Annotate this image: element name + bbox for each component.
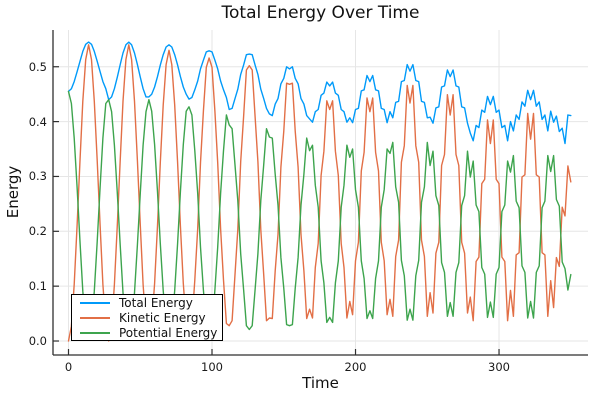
legend-item-potential-energy: Potential Energy: [72, 326, 222, 340]
x-axis-label: Time: [302, 374, 339, 392]
legend-line-swatch: [80, 331, 110, 334]
y-tick-label: 0.2: [28, 224, 47, 239]
x-tick-label: 0: [64, 360, 73, 374]
legend: Total Energy Kinetic Energy Potential Ener…: [71, 294, 223, 341]
x-tick-label: 200: [344, 360, 367, 374]
axes: [52, 30, 588, 356]
legend-item-total-energy: Total Energy: [72, 296, 222, 310]
gridlines: [53, 30, 588, 355]
y-tick-label: 0.0: [28, 334, 47, 348]
y-tick-label: 0.3: [28, 169, 47, 184]
legend-label: Kinetic Energy: [119, 310, 206, 325]
x-tick-label: 100: [201, 360, 223, 374]
legend-item-kinetic-energy: Kinetic Energy: [72, 311, 222, 325]
x-tick-label: 300: [488, 360, 510, 374]
series-line-potential-energy: [67, 90, 572, 339]
series-line-total-energy: [67, 41, 572, 145]
y-tick-label: 0.1: [28, 279, 47, 294]
legend-label: Total Energy: [119, 295, 193, 310]
y-tick-label: 0.5: [28, 59, 47, 74]
chart-title: Total Energy Over Time: [221, 3, 420, 23]
legend-label: Potential Energy: [119, 325, 218, 340]
legend-line-swatch: [80, 316, 110, 319]
y-tick-label: 0.4: [28, 114, 47, 129]
legend-line-swatch: [80, 301, 110, 304]
